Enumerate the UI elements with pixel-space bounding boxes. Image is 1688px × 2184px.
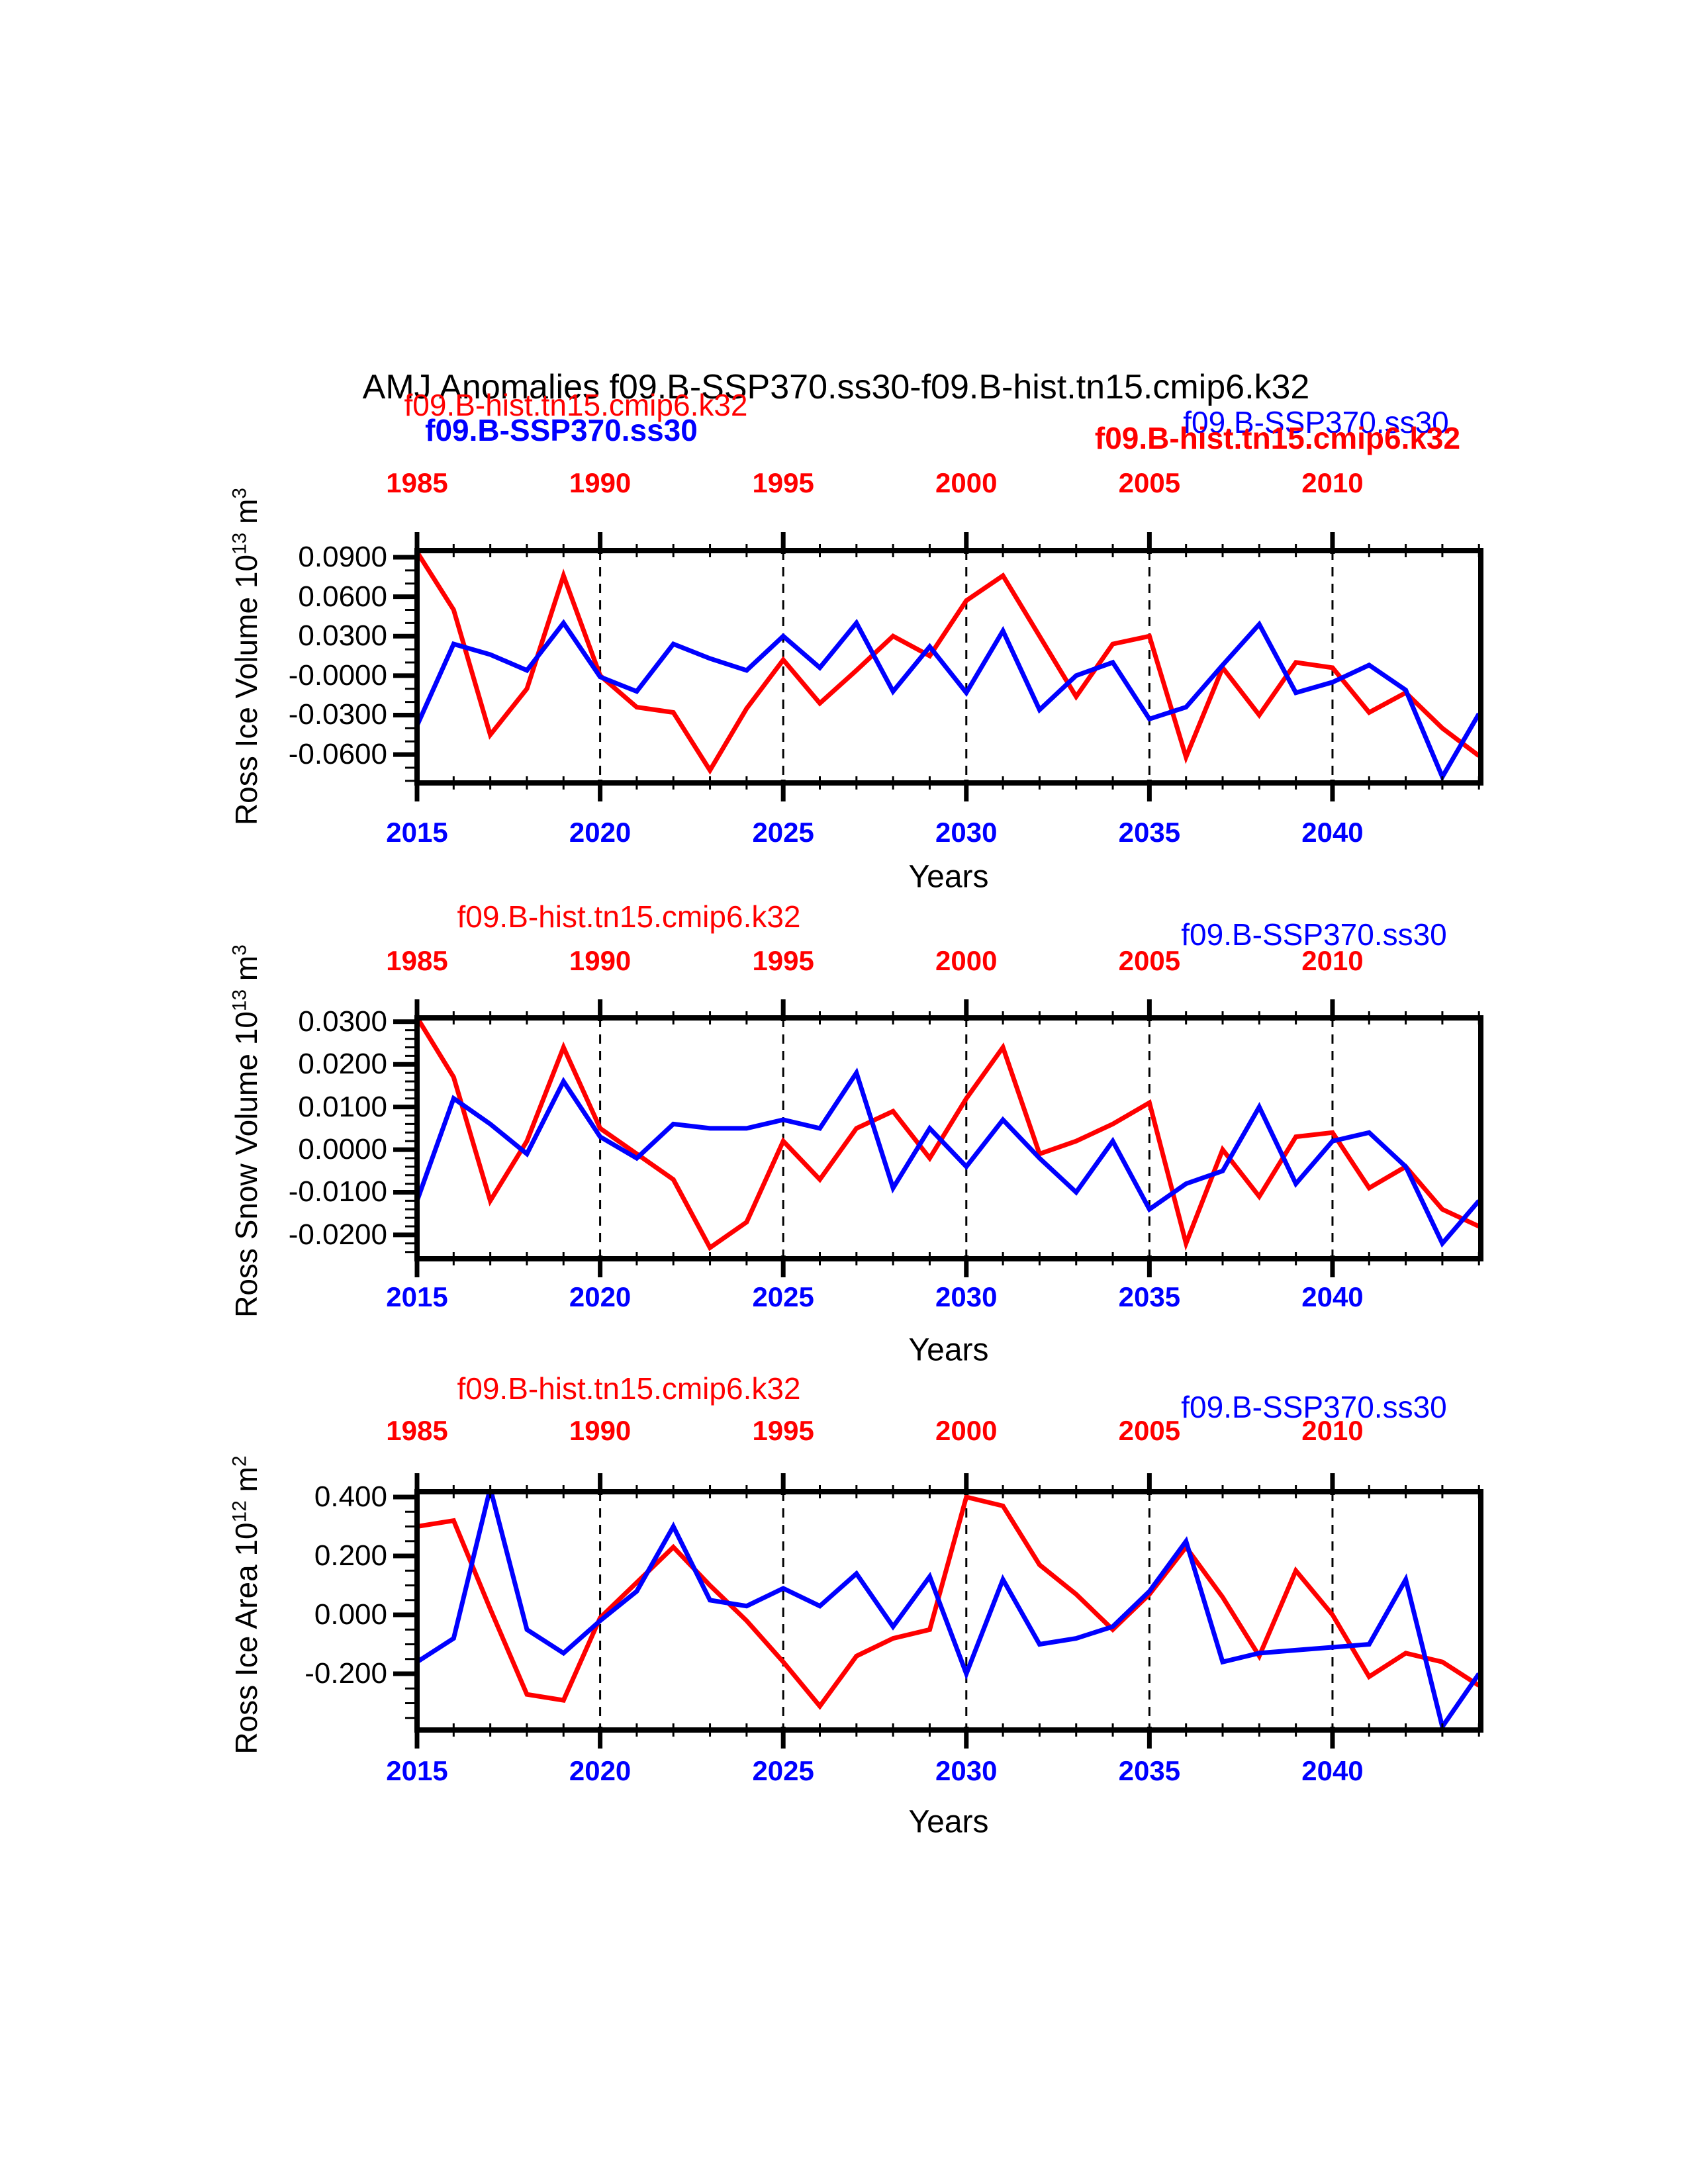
bottom-axis-year-label: 2030 — [935, 817, 998, 848]
top-axis-year-label: 1990 — [569, 945, 632, 976]
grid-lines — [599, 1018, 1334, 1259]
y-tick-label: -0.0200 — [288, 1218, 387, 1251]
bottom-axis-year-label: 2020 — [569, 817, 632, 848]
figure-title: AMJ Anomalies f09.B-SSP370.ss30-f09.B-hi… — [362, 368, 1310, 406]
legend-hist-run: f09.B-hist.tn15.cmip6.k32 — [457, 899, 801, 934]
legend-ssp-run: f09.B-SSP370.ss30 — [1183, 405, 1449, 439]
series-line-ssp — [417, 619, 1481, 782]
y-tick-label: -0.0600 — [288, 738, 387, 771]
top-axis-year-label: 2010 — [1301, 467, 1364, 498]
bottom-axis-year-label: 2035 — [1118, 1755, 1181, 1786]
x-axis-title: Years — [908, 1804, 989, 1840]
y-tick-label: -0.200 — [305, 1657, 387, 1690]
y-tick-label: 0.0100 — [298, 1090, 387, 1123]
bottom-axis-year-label: 2015 — [386, 1281, 448, 1312]
y-tick-label: 0.400 — [314, 1480, 387, 1513]
panel-ross-snow-volume — [393, 999, 1483, 1277]
unit: m — [229, 498, 263, 533]
legend-ssp-run: f09.B-SSP370.ss30 — [425, 413, 698, 447]
y-tick-label: 0.0900 — [298, 540, 387, 573]
bottom-axis-year-label: 2015 — [386, 817, 448, 848]
series-line-hist — [417, 1018, 1480, 1251]
top-axis-year-label: 2010 — [1301, 945, 1364, 976]
top-axis-year-label: 1995 — [752, 467, 814, 498]
series-line-hist — [417, 551, 1481, 775]
bottom-axis-year-label: 2025 — [752, 1755, 814, 1786]
exponent: 3 — [228, 487, 251, 499]
x-axis-ticks — [414, 1473, 1480, 1749]
top-axis-year-label: 2000 — [935, 1415, 998, 1446]
bottom-axis-year-label: 2030 — [935, 1281, 998, 1312]
series-line-ssp — [417, 1068, 1481, 1248]
y-tick-label: 0.0300 — [298, 1005, 387, 1038]
legend-ssp-run: f09.B-SSP370.ss30 — [1181, 1390, 1447, 1424]
top-axis-year-label: 1985 — [386, 1415, 448, 1446]
bottom-axis-year-label: 2035 — [1118, 817, 1181, 848]
bottom-axis-year-label: 2020 — [569, 1281, 632, 1312]
exponent: 3 — [228, 944, 251, 956]
top-axis-year-label: 2005 — [1118, 945, 1181, 976]
series-line-ssp — [417, 1492, 1481, 1730]
axis-frame — [414, 1015, 1483, 1261]
x-axis-ticks — [414, 999, 1480, 1277]
legend-hist-run: f09.B-hist.tn15.cmip6.k32 — [457, 1371, 801, 1406]
y-tick-label: -0.0300 — [288, 698, 387, 731]
y-tick-label: 0.000 — [314, 1598, 387, 1631]
top-axis-year-label: 2010 — [1301, 1415, 1364, 1446]
top-axis-year-label: 1995 — [752, 945, 814, 976]
x-axis-title: Years — [908, 1332, 989, 1368]
legend-hist-run: f09.B-hist.tn15.cmip6.k32 — [1094, 421, 1461, 455]
y-tick-label: -0.0000 — [288, 659, 387, 692]
panel-ross-ice-volume — [393, 532, 1483, 801]
bottom-axis-year-label: 2015 — [386, 1755, 448, 1786]
x-axis-ticks — [414, 532, 1480, 801]
bottom-axis-year-label: 2025 — [752, 817, 814, 848]
y-tick-label: 0.0000 — [298, 1133, 387, 1166]
x-axis-title: Years — [908, 859, 989, 895]
unit: m — [229, 955, 263, 989]
bottom-axis-year-label: 2030 — [935, 1755, 998, 1786]
grid-lines — [599, 1492, 1334, 1730]
bottom-axis-year-label: 2020 — [569, 1755, 632, 1786]
top-axis-year-label: 1990 — [569, 1415, 632, 1446]
y-tick-label: 0.0600 — [298, 580, 387, 613]
top-axis-year-label: 1995 — [752, 1415, 814, 1446]
bottom-axis-year-label: 2025 — [752, 1281, 814, 1312]
axis-frame — [414, 1489, 1483, 1733]
y-axis-ticks — [393, 555, 418, 782]
y-axis-ticks — [393, 1494, 418, 1719]
top-axis-year-label: 1985 — [386, 945, 448, 976]
series-line-hist — [417, 1494, 1481, 1710]
top-axis-year-label: 1990 — [569, 467, 632, 498]
bottom-axis-year-label: 2035 — [1118, 1281, 1181, 1312]
y-axis-ticks — [393, 1019, 418, 1253]
top-axis-year-label: 1985 — [386, 467, 448, 498]
top-axis-year-label: 2005 — [1118, 467, 1181, 498]
y-tick-label: 0.0300 — [298, 619, 387, 653]
top-axis-year-label: 2000 — [935, 467, 998, 498]
exponent: 2 — [228, 1455, 251, 1467]
y-tick-label: 0.200 — [314, 1539, 387, 1572]
bottom-axis-year-label: 2040 — [1301, 1281, 1364, 1312]
y-tick-label: -0.0100 — [288, 1175, 387, 1208]
legend-hist-run: f09.B-hist.tn15.cmip6.k32 — [404, 388, 748, 422]
panel-ross-ice-area — [393, 1473, 1483, 1749]
legend-ssp-run: f09.B-SSP370.ss30 — [1181, 917, 1447, 952]
bottom-axis-year-label: 2040 — [1301, 817, 1364, 848]
y-tick-label: 0.0200 — [298, 1048, 387, 1081]
top-axis-year-label: 2000 — [935, 945, 998, 976]
top-axis-year-label: 2005 — [1118, 1415, 1181, 1446]
axis-frame — [414, 548, 1483, 786]
bottom-axis-year-label: 2040 — [1301, 1755, 1364, 1786]
